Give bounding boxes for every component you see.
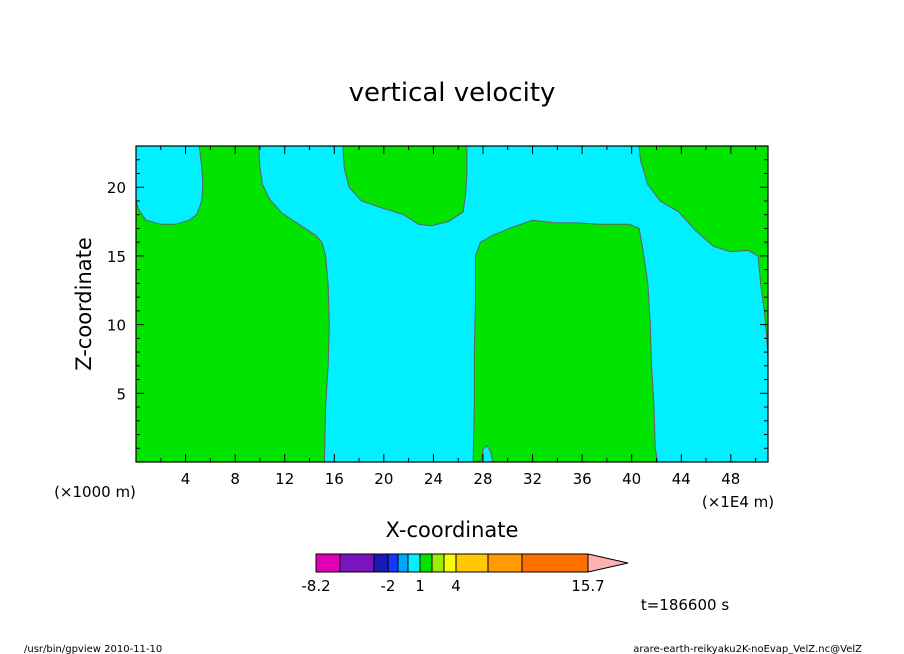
y-axis: 5 10 15 20 bbox=[107, 159, 768, 449]
x-tick-label: 28 bbox=[473, 470, 492, 488]
colorbar-segment bbox=[339, 553, 375, 573]
x-tick-label: 16 bbox=[325, 470, 344, 488]
x-tick-label: 48 bbox=[721, 470, 740, 488]
colorbar-ticks: -8.2 -2 1 4 15.7 bbox=[301, 577, 604, 595]
colorbar-segment bbox=[315, 553, 341, 573]
colorbar-tick-label: 15.7 bbox=[571, 577, 604, 595]
contour-region bbox=[342, 146, 468, 227]
colorbar-segment bbox=[373, 553, 389, 573]
x-tick-label: 36 bbox=[573, 470, 592, 488]
x-axis-label: X-coordinate bbox=[386, 518, 519, 542]
x-tick-label: 44 bbox=[672, 470, 691, 488]
x-unit-right: (×1E4 m) bbox=[702, 493, 774, 511]
contour-region bbox=[136, 146, 330, 462]
x-tick-label: 32 bbox=[523, 470, 542, 488]
y-tick-label: 10 bbox=[107, 317, 126, 335]
colorbar-tick-label: 1 bbox=[415, 577, 425, 595]
colorbar-tick-label: 4 bbox=[451, 577, 461, 595]
colorbar-segment bbox=[443, 553, 457, 573]
colorbar-extend-arrow bbox=[587, 553, 629, 573]
colorbar-segment bbox=[407, 553, 421, 573]
colorbar-tick-label: -8.2 bbox=[301, 577, 330, 595]
colorbar-segment bbox=[397, 553, 409, 573]
colorbar-tick-label: -2 bbox=[381, 577, 396, 595]
colorbar-segment bbox=[487, 553, 523, 573]
y-axis-label: Z-coordinate bbox=[72, 237, 96, 371]
contour-region bbox=[472, 219, 659, 462]
plot-area bbox=[136, 146, 768, 462]
footer-left: /usr/bin/gpview 2010-11-10 bbox=[24, 644, 162, 654]
time-label: t=186600 s bbox=[641, 596, 729, 614]
x-tick-label: 40 bbox=[622, 470, 641, 488]
chart-title: vertical velocity bbox=[349, 78, 556, 108]
x-tick-label: 8 bbox=[230, 470, 240, 488]
y-tick-label: 15 bbox=[107, 248, 126, 266]
colorbar-segment bbox=[455, 553, 489, 573]
colorbar bbox=[315, 553, 629, 573]
footer-right: arare-earth-reikyaku2K-noEvap_VelZ.nc@Ve… bbox=[633, 644, 862, 654]
y-tick-label: 20 bbox=[107, 179, 126, 197]
y-tick-label: 5 bbox=[116, 385, 126, 403]
x-tick-label: 24 bbox=[424, 470, 443, 488]
x-tick-label: 12 bbox=[275, 470, 294, 488]
colorbar-segment bbox=[387, 553, 399, 573]
x-axis: 4 8 12 16 20 24 28 32 36 40 44 48 bbox=[160, 146, 757, 488]
x-unit-left: (×1000 m) bbox=[54, 483, 136, 501]
colorbar-segment bbox=[521, 553, 589, 573]
colorbar-segment bbox=[431, 553, 445, 573]
x-tick-label: 20 bbox=[374, 470, 393, 488]
x-tick-label: 4 bbox=[181, 470, 191, 488]
plot-frame bbox=[135, 145, 769, 463]
colorbar-segment bbox=[419, 553, 433, 573]
